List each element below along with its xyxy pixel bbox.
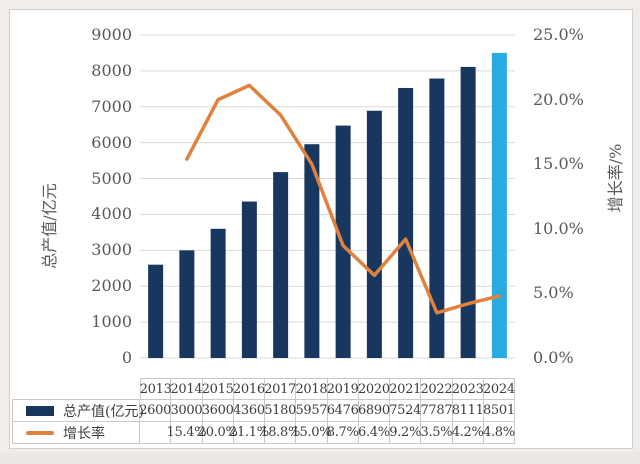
value-cell: 7524 — [389, 400, 421, 422]
growth-cell: 20.0% — [198, 422, 238, 444]
value-cell: 3000 — [170, 400, 203, 422]
growth-cell: 4.2% — [452, 422, 484, 444]
year-cell: 2022 — [420, 378, 453, 400]
year-cell: 2015 — [202, 378, 234, 400]
left-axis-title: 总产值/亿元 — [40, 183, 59, 269]
legend-label-growth: 增长率 — [63, 425, 105, 442]
year-cell: 2020 — [358, 378, 390, 400]
growth-cell — [140, 422, 172, 444]
left-tick-label: 0 — [121, 348, 132, 367]
value-cell: 3600 — [202, 400, 234, 422]
year-cell: 2024 — [483, 378, 515, 400]
value-cell: 8111 — [452, 400, 484, 422]
bar-2023 — [460, 66, 476, 359]
year-cell: 2017 — [264, 378, 296, 400]
year-cell: 2014 — [170, 378, 203, 400]
growth-cell: 8.7% — [327, 422, 359, 444]
growth-cell: 15.4% — [166, 422, 207, 444]
growth-line — [185, 83, 502, 315]
plot-area — [140, 34, 515, 359]
growth-cell: 3.5% — [420, 422, 453, 444]
table-corner-blank — [12, 378, 140, 400]
left-tick-label: 1000 — [91, 312, 132, 332]
bar-2020 — [366, 110, 382, 358]
growth-cell: 21.1% — [229, 422, 269, 444]
year-cell: 2019 — [327, 378, 359, 400]
right-tick-label: 0.0% — [533, 348, 574, 367]
value-cell: 6476 — [327, 400, 359, 422]
bar-2014 — [179, 250, 195, 358]
legend-item-growth: 增长率 — [12, 422, 140, 444]
right-tick-label: 5.0% — [533, 283, 574, 303]
left-tick-label: 8000 — [91, 60, 132, 80]
bar-2018 — [304, 144, 320, 358]
value-cell: 2600 — [139, 400, 171, 422]
right-tick-label: 25.0% — [533, 25, 584, 44]
left-tick-label: 5000 — [91, 168, 132, 188]
value-cell: 8501 — [483, 400, 515, 422]
year-cell: 2016 — [233, 378, 265, 400]
legend-item-output: 总产值(亿元) — [12, 400, 144, 422]
legend-line-swatch — [26, 430, 54, 435]
bar-2015 — [210, 228, 226, 358]
bar-2024 — [491, 52, 507, 358]
left-tick-label: 9000 — [91, 25, 132, 44]
chart-card — [9, 9, 633, 449]
bar-2013 — [148, 264, 164, 358]
legend-bar-swatch — [26, 405, 54, 416]
bar-2022 — [429, 78, 445, 359]
value-cell: 7787 — [420, 400, 453, 422]
value-cell: 6890 — [358, 400, 390, 422]
right-tick-label: 15.0% — [533, 154, 584, 174]
growth-cell: 9.2% — [389, 422, 421, 444]
left-tick-label: 3000 — [91, 240, 132, 260]
bar-2021 — [398, 87, 414, 359]
right-tick-label: 20.0% — [533, 89, 584, 109]
legend-label-output: 总产值(亿元) — [63, 403, 144, 420]
year-cell: 2013 — [140, 378, 172, 400]
data-table: 2013 2014 2015 2016 2017 2018 2019 2020 2021 2022… — [12, 378, 515, 444]
bar-2017 — [273, 172, 289, 358]
page-bottom-strip — [0, 452, 640, 464]
left-tick-label: 2000 — [91, 276, 132, 296]
growth-cell: 6.4% — [358, 422, 390, 444]
value-cell: 5180 — [264, 400, 296, 422]
year-cell: 2023 — [452, 378, 484, 400]
growth-cell: 15.0% — [291, 422, 332, 444]
year-cell: 2021 — [389, 378, 421, 400]
growth-cell: 18.8% — [260, 422, 300, 444]
growth-cell: 4.8% — [483, 422, 515, 444]
value-cell: 4360 — [233, 400, 265, 422]
right-tick-label: 10.0% — [533, 218, 584, 238]
left-tick-label: 6000 — [91, 132, 132, 152]
left-tick-label: 7000 — [91, 96, 132, 116]
left-tick-label: 4000 — [91, 204, 132, 224]
bar-2016 — [241, 201, 257, 358]
year-cell: 2018 — [295, 378, 328, 400]
value-cell: 5957 — [295, 400, 328, 422]
